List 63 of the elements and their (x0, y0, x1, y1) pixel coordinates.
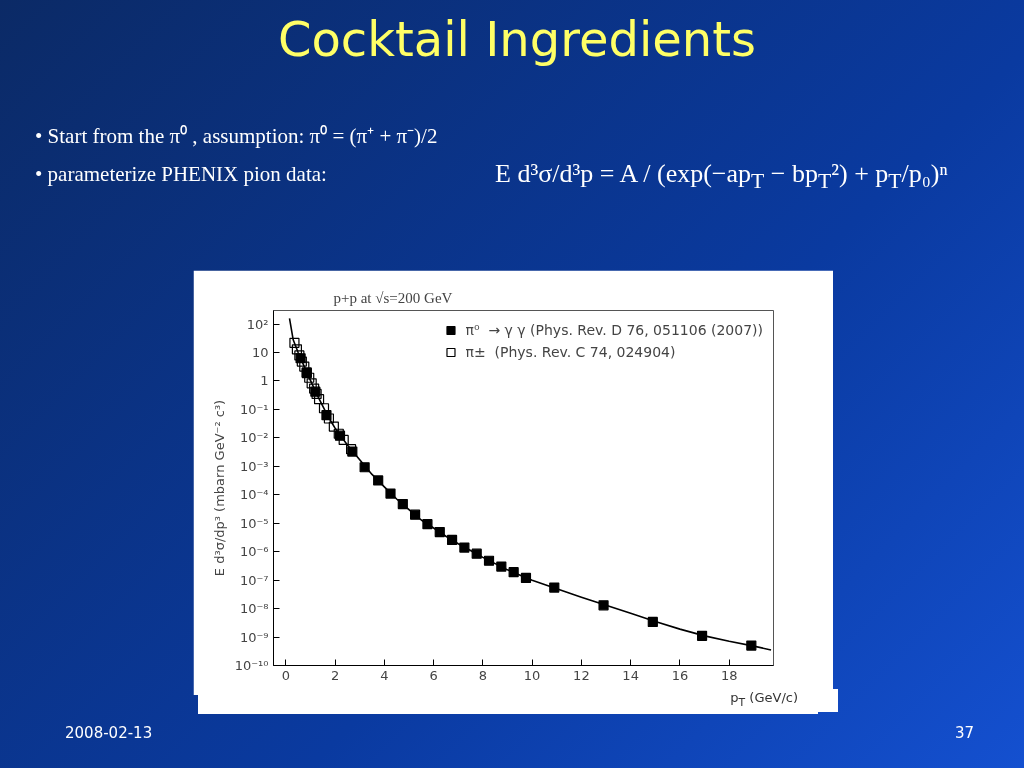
point (471, 548, 482, 559)
y-tick-label: 10⁻¹ (239, 401, 269, 417)
point (483, 555, 495, 566)
x-tick-label: 8 (478, 667, 488, 683)
text: • Start from the π⁰ , assumption: π⁰ = (π⁺ + π⁻)/2 (35, 123, 438, 150)
text: E d³σ/d³p = A / (exp(−ap$_{T}$ − bp$_{T}$²) + p$_{T}$/p₀)ⁿ (495, 158, 948, 196)
y-tick-label: 10⁻⁷ (239, 572, 269, 588)
x-tick-label: 10 (523, 667, 541, 683)
point (746, 640, 757, 651)
point (459, 542, 470, 553)
x-tick-label: 0 (281, 667, 290, 683)
y-tick-label: 10² (246, 316, 269, 332)
y-tick-label: 10⁻⁹ (239, 629, 269, 645)
point (299, 361, 310, 372)
point (496, 561, 507, 572)
point (422, 519, 433, 530)
point (647, 616, 658, 628)
point (373, 475, 384, 486)
legend-label: π± (Phys. Rev. C 74, 024904) (465, 344, 676, 360)
x-tick-label: 14 (622, 667, 639, 683)
point (338, 434, 349, 445)
y-tick-label: 10⁻⁵ (239, 515, 269, 531)
text: 37 (955, 723, 975, 744)
point (328, 421, 339, 432)
x-tick-label: 2 (330, 667, 340, 683)
point (313, 394, 325, 405)
point (359, 462, 370, 473)
text: 2008-02-13 (65, 723, 153, 744)
y-axis-title: E d³σ/dp³ (mbarn GeV⁻² c³) (211, 399, 227, 577)
x-axis-title: p$_{T}$ (GeV/c) (198, 689, 818, 715)
y-tick-label: 10⁻² (239, 430, 269, 446)
point (304, 372, 315, 383)
point (306, 378, 317, 389)
text: • parameterize PHENIX pion data: (35, 161, 328, 188)
x-tick-label: 6 (429, 667, 438, 683)
point (446, 534, 458, 545)
legend-label: π⁰ → γ γ (Phys. Rev. D 76, 051106 (2007)) (465, 322, 763, 338)
x-tick-label: 12 (573, 667, 590, 683)
point (598, 600, 609, 611)
point (291, 344, 302, 355)
point (289, 337, 300, 348)
point (410, 509, 421, 520)
point (385, 488, 396, 499)
point (508, 567, 519, 578)
line-series (288, 317, 772, 651)
x-tick-label: 16 (671, 667, 689, 683)
y-tick-label: 10⁻⁸ (239, 601, 269, 617)
y-tick-label: 10 (251, 345, 269, 361)
x-tick-label: 18 (720, 667, 738, 683)
point (397, 499, 408, 510)
y-tick-label: 10⁻⁶ (239, 544, 269, 560)
point (549, 582, 560, 593)
y-tick-label: 10⁻⁴ (239, 487, 269, 503)
y-tick-label: 10⁻¹⁰ (234, 658, 269, 673)
y-tick-label: 10⁻³ (239, 458, 269, 474)
point (318, 403, 330, 414)
x-tick-label: 4 (380, 667, 389, 683)
y-tick-label: 1 (260, 373, 269, 389)
chart-subtitle: p+p at √s=200 GeV (333, 289, 453, 306)
point (696, 630, 708, 641)
point (434, 526, 445, 538)
point (520, 572, 532, 583)
chart-title: Cocktail Ingredients (276, 10, 758, 69)
